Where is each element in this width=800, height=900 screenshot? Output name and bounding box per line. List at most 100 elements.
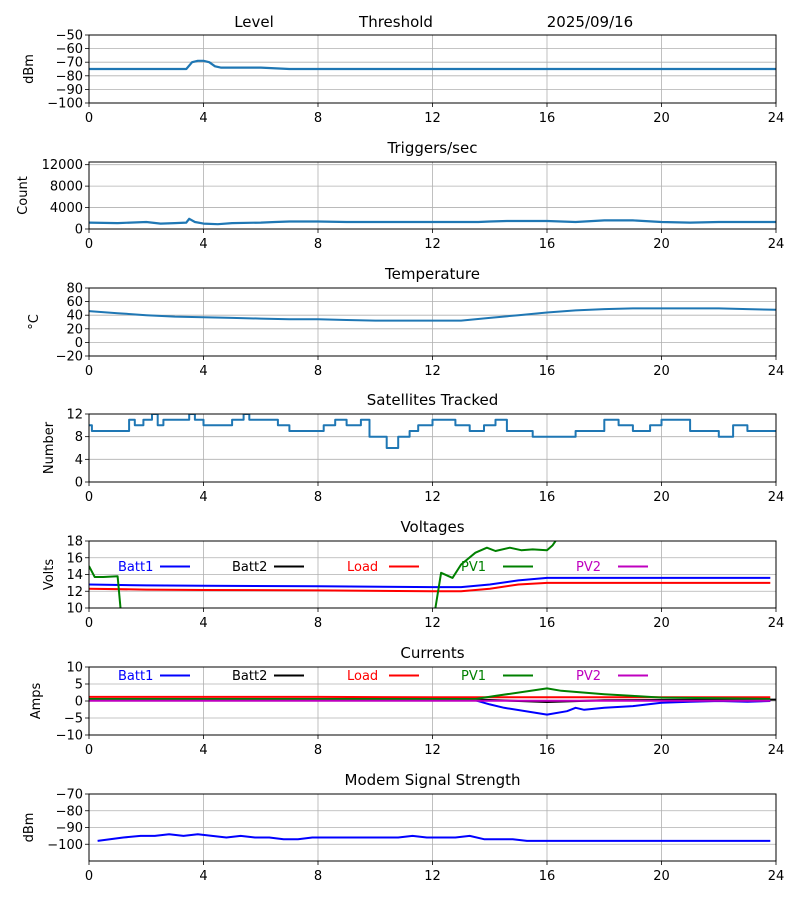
x-tick-label: 4 bbox=[199, 364, 207, 379]
legend-label: Batt1 bbox=[118, 560, 153, 575]
x-tick-label: 0 bbox=[85, 869, 93, 884]
series-line-modem bbox=[97, 833, 771, 842]
x-tick-label: 4 bbox=[199, 869, 207, 884]
x-tick-label: 12 bbox=[424, 616, 441, 631]
y-axis-label: °C bbox=[27, 314, 42, 330]
y-tick-label: 0 bbox=[75, 695, 83, 710]
y-tick-label: −50 bbox=[56, 29, 83, 44]
x-tick-label: 8 bbox=[314, 364, 322, 379]
header-label-level: Level bbox=[234, 13, 274, 31]
y-tick-label: −100 bbox=[47, 838, 83, 853]
y-tick-label: −100 bbox=[47, 97, 83, 112]
y-axis-label: dBm bbox=[22, 54, 37, 84]
x-tick-label: 4 bbox=[199, 237, 207, 252]
x-tick-label: 20 bbox=[653, 237, 670, 252]
legend-label: PV1 bbox=[461, 669, 486, 684]
y-tick-label: 0 bbox=[75, 223, 83, 238]
figure-header: Level Threshold 2025/09/16 bbox=[234, 13, 633, 31]
y-axis-label: Amps bbox=[29, 682, 44, 719]
legend-item-pv2: PV2 bbox=[576, 669, 648, 684]
x-tick-label: 12 bbox=[424, 111, 441, 126]
legend-label: PV2 bbox=[576, 669, 601, 684]
legend-item-batt1: Batt1 bbox=[118, 669, 190, 684]
legend-item-load: Load bbox=[347, 560, 419, 575]
series-group bbox=[97, 833, 771, 842]
legend-item-batt2: Batt2 bbox=[232, 669, 304, 684]
y-tick-label: 12000 bbox=[42, 158, 83, 173]
x-tick-label: 0 bbox=[85, 111, 93, 126]
x-tick-label: 24 bbox=[768, 869, 785, 884]
y-tick-label: −10 bbox=[56, 729, 83, 744]
x-tick-label: 0 bbox=[85, 743, 93, 758]
y-tick-label: 16 bbox=[66, 551, 83, 566]
y-tick-label: −80 bbox=[56, 69, 83, 84]
x-tick-label: 20 bbox=[653, 869, 670, 884]
series-line-load bbox=[89, 581, 771, 593]
y-tick-label: 0 bbox=[75, 476, 83, 491]
x-tick-label: 24 bbox=[768, 743, 785, 758]
y-tick-label: −70 bbox=[56, 788, 83, 803]
x-tick-label: 16 bbox=[539, 490, 556, 505]
series-line-batt1 bbox=[89, 699, 771, 716]
panel-modem: 0 4 8 12 16 20 24 −100 −90 −80−70 Modem Signal Str… bbox=[22, 771, 784, 884]
y-axis-label: Volts bbox=[42, 559, 57, 591]
legend-item-batt2: Batt2 bbox=[232, 560, 304, 575]
x-tick-label: 12 bbox=[424, 364, 441, 379]
x-tick-label: 20 bbox=[653, 364, 670, 379]
x-tick-label: 8 bbox=[314, 743, 322, 758]
x-tick-label: 0 bbox=[85, 490, 93, 505]
x-tick-label: 16 bbox=[539, 743, 556, 758]
series-group bbox=[89, 307, 776, 322]
series-group bbox=[89, 217, 776, 226]
series-group bbox=[89, 687, 776, 716]
chart-title: Modem Signal Strength bbox=[345, 771, 521, 789]
y-axis-label: dBm bbox=[22, 813, 37, 843]
y-tick-label: 20 bbox=[66, 322, 83, 337]
chart-title: Temperature bbox=[384, 265, 480, 283]
y-tick-label: −70 bbox=[56, 56, 83, 71]
legend-label: PV1 bbox=[461, 560, 486, 575]
y-tick-label: 80 bbox=[66, 282, 83, 297]
panel-level: 0 4 8 12 16 20 24 −100−90−80−70−60−50 dBm bbox=[22, 29, 784, 127]
x-tick-label: 8 bbox=[314, 490, 322, 505]
y-tick-label: −60 bbox=[56, 42, 83, 57]
x-tick-label: 8 bbox=[314, 111, 322, 126]
y-tick-label: 5 bbox=[75, 678, 83, 693]
y-tick-label: 18 bbox=[66, 535, 83, 550]
x-tick-label: 4 bbox=[199, 616, 207, 631]
y-tick-label: 0 bbox=[75, 336, 83, 351]
series-line-triggers bbox=[89, 217, 776, 226]
x-tick-label: 24 bbox=[768, 237, 785, 252]
x-tick-label: 12 bbox=[424, 237, 441, 252]
x-tick-label: 4 bbox=[199, 743, 207, 758]
y-tick-label: 40 bbox=[66, 309, 83, 324]
x-tick-label: 16 bbox=[539, 364, 556, 379]
y-tick-label: 14 bbox=[66, 568, 83, 583]
series-line-level bbox=[89, 59, 776, 71]
x-tick-label: 24 bbox=[768, 616, 785, 631]
y-tick-label: 4000 bbox=[50, 201, 83, 216]
chart-title: Triggers/sec bbox=[387, 139, 478, 157]
y-tick-label: −5 bbox=[64, 712, 83, 727]
x-tick-label: 16 bbox=[539, 869, 556, 884]
legend-item-pv2: PV2 bbox=[576, 560, 648, 575]
series-line-pv1 bbox=[89, 687, 771, 700]
legend-item-load: Load bbox=[347, 669, 419, 684]
legend-label: Load bbox=[347, 669, 378, 684]
y-axis-label: Count bbox=[16, 176, 31, 215]
y-tick-label: −90 bbox=[56, 821, 83, 836]
legend-label: Batt1 bbox=[118, 669, 153, 684]
series-line-satellites bbox=[89, 414, 776, 449]
x-tick-label: 0 bbox=[85, 616, 93, 631]
x-tick-label: 8 bbox=[314, 616, 322, 631]
chart-title: Voltages bbox=[400, 518, 464, 536]
y-tick-label: −90 bbox=[56, 83, 83, 98]
header-label-threshold: Threshold bbox=[358, 13, 433, 31]
legend-item-pv1: PV1 bbox=[461, 560, 533, 575]
legend-label: Batt2 bbox=[232, 669, 267, 684]
x-tick-label: 12 bbox=[424, 869, 441, 884]
x-tick-label: 8 bbox=[314, 869, 322, 884]
x-tick-label: 24 bbox=[768, 111, 785, 126]
